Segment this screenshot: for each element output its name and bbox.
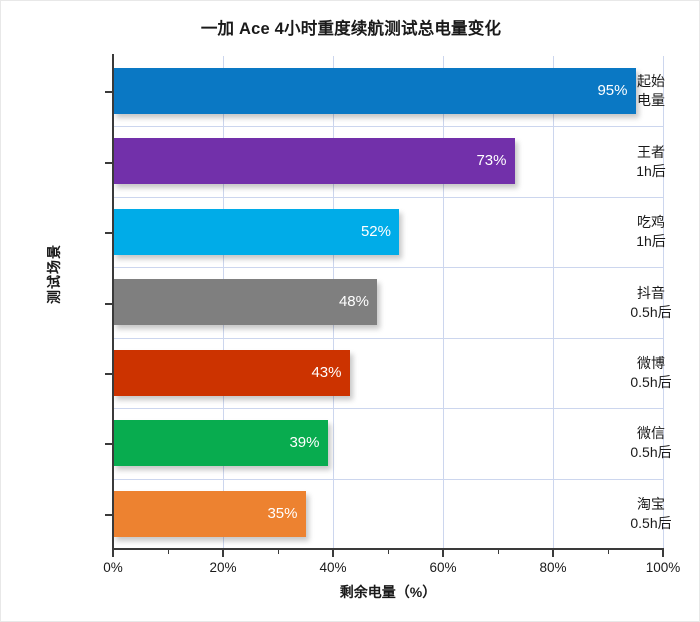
bar-row: 43%: [113, 338, 663, 408]
x-gridline: [553, 56, 554, 549]
x-tick-mark: [442, 550, 444, 557]
plot-area: 95% 73% 52% 48% 43% 39% 35%: [113, 56, 664, 549]
y-tick-mark: [105, 443, 112, 446]
y-axis-spine: [112, 54, 114, 551]
bar-row: 35%: [113, 479, 663, 549]
x-tick-mark: [222, 550, 224, 557]
y-tick-label: 吃鸡 1h后: [603, 213, 699, 251]
bar-value-label: 95%: [597, 82, 628, 99]
y-tick-label-line1: 微博: [637, 354, 665, 371]
x-axis-title: 剩余电量（%）: [339, 584, 437, 600]
y-tick-label: 抖音 0.5h后: [603, 284, 699, 322]
y-tick-mark: [105, 302, 112, 305]
y-tick-label-line1: 吃鸡: [637, 214, 665, 231]
y-tick-mark: [105, 513, 112, 516]
bar[interactable]: 95%: [113, 68, 636, 114]
x-tick-minor-mark: [278, 550, 279, 554]
y-tick-mark: [105, 372, 112, 375]
y-tick-label-line2: 1h后: [636, 233, 666, 250]
y-gridline: [113, 196, 663, 198]
bar[interactable]: 48%: [113, 279, 377, 326]
x-tick-label: 40%: [319, 560, 347, 575]
x-tick-minor-mark: [388, 550, 389, 554]
bar[interactable]: 43%: [113, 349, 350, 396]
y-tick-mark: [105, 161, 112, 164]
y-gridline: [113, 267, 663, 269]
y-tick-label: 起始 电量: [603, 72, 699, 110]
y-tick-label-line2: 1h后: [636, 162, 666, 179]
y-gridline: [113, 478, 663, 480]
y-tick-label-line1: 王者: [637, 143, 665, 160]
bar-value-label: 39%: [289, 434, 320, 452]
bar[interactable]: 52%: [113, 208, 399, 255]
y-axis-title: 测试场景: [46, 244, 62, 304]
y-tick-label-line2: 0.5h后: [630, 514, 672, 531]
y-tick-label: 微信 0.5h后: [603, 424, 699, 462]
chart-title: 一加 Ace 4小时重度续航测试总电量变化: [200, 20, 502, 38]
x-tick-label: 100%: [645, 560, 681, 575]
y-tick-label-line1: 微信: [637, 425, 665, 442]
y-tick-mark: [105, 232, 112, 235]
y-gridline: [113, 126, 663, 128]
bar-row: 48%: [113, 267, 663, 337]
x-tick-mark: [662, 550, 664, 557]
y-tick-label-line2: 0.5h后: [630, 444, 672, 461]
bar-row: 95%: [113, 56, 663, 126]
bar[interactable]: 35%: [113, 490, 306, 537]
x-tick-label: 60%: [429, 560, 457, 575]
x-tick-mark: [552, 550, 554, 557]
bar-row: 73%: [113, 126, 663, 196]
x-tick-label: 80%: [539, 560, 567, 575]
x-tick-label: 0%: [103, 560, 123, 575]
y-tick-label-line2: 电量: [637, 92, 665, 109]
x-tick-label: 20%: [209, 560, 237, 575]
bar-row: 52%: [113, 197, 663, 267]
y-tick-label: 微博 0.5h后: [603, 354, 699, 392]
x-axis-spine: [112, 548, 664, 550]
bar-row: 39%: [113, 408, 663, 478]
y-gridline: [113, 337, 663, 339]
x-tick-minor-mark: [498, 550, 499, 554]
y-tick-label-line1: 淘宝: [637, 495, 665, 512]
bar-value-label: 48%: [338, 293, 369, 311]
y-tick-mark: [105, 91, 112, 94]
bar[interactable]: 73%: [113, 138, 515, 185]
y-tick-label-line1: 起始: [637, 73, 665, 90]
bar[interactable]: 39%: [113, 420, 328, 467]
bar-value-label: 73%: [476, 152, 507, 170]
bar-value-label: 43%: [311, 363, 342, 381]
x-gridline: [443, 56, 444, 549]
y-tick-label: 王者 1h后: [603, 143, 699, 181]
bar-value-label: 35%: [267, 504, 298, 522]
y-gridline: [113, 408, 663, 410]
y-tick-label-line2: 0.5h后: [630, 303, 672, 320]
x-tick-mark: [112, 550, 114, 557]
x-tick-minor-mark: [168, 550, 169, 554]
x-gridline: [663, 56, 664, 549]
y-tick-label: 淘宝 0.5h后: [603, 495, 699, 533]
x-tick-mark: [332, 550, 334, 557]
y-tick-label-line2: 0.5h后: [630, 373, 672, 390]
x-tick-minor-mark: [608, 550, 609, 554]
y-tick-label-line1: 抖音: [637, 284, 665, 301]
bar-value-label: 52%: [360, 222, 391, 240]
